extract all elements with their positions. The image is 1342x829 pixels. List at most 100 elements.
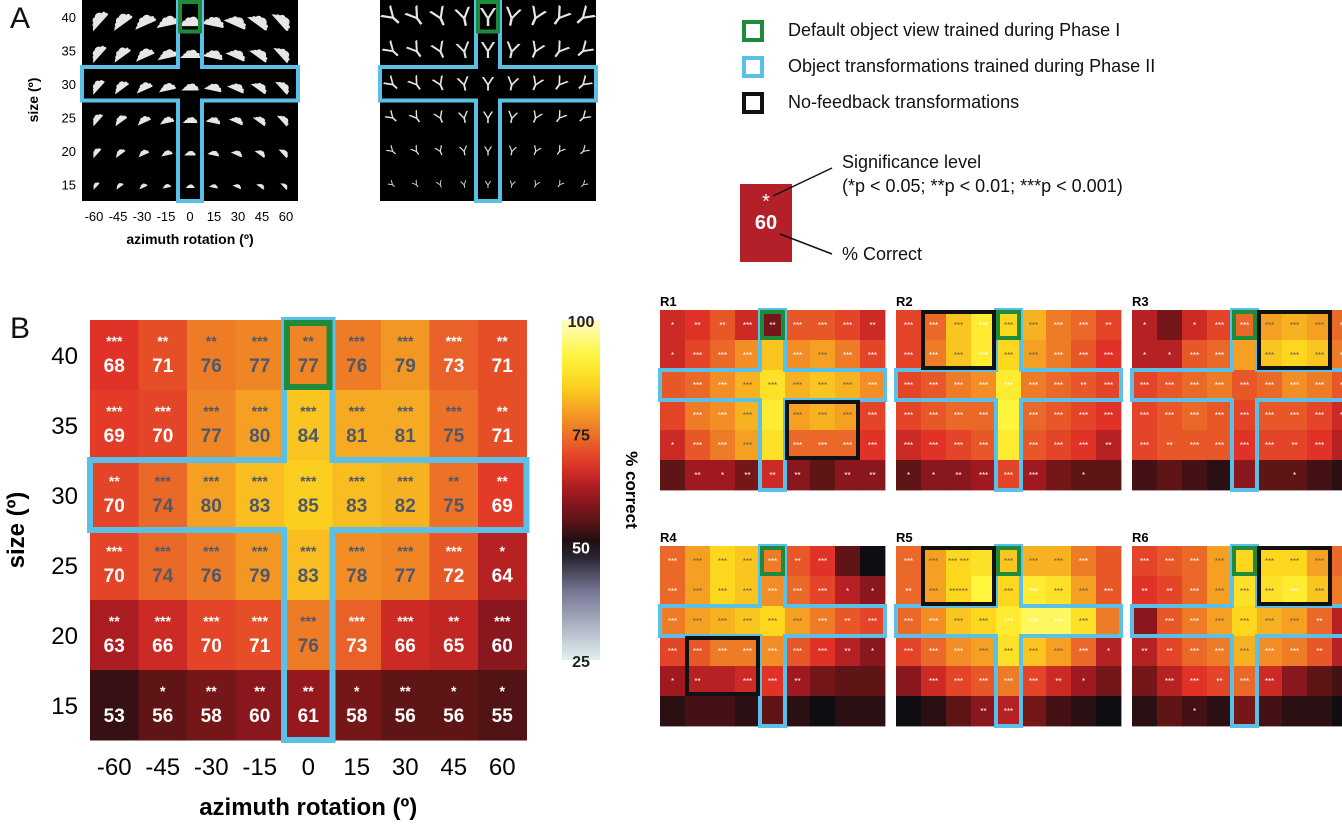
replicate-heatmap-cell xyxy=(1046,370,1072,401)
default-view-outline xyxy=(1232,546,1257,576)
replicate-heatmap-cell xyxy=(810,606,836,637)
replicate-heatmap-cell xyxy=(1071,696,1097,727)
replicate-heatmap-cell xyxy=(1132,606,1158,637)
replicate-cell-stars: *** xyxy=(1190,441,1199,450)
replicate-heatmap-cell xyxy=(946,400,972,431)
replicate-heatmap-cell xyxy=(1282,460,1308,491)
stimulus-object-icon: ☁ xyxy=(180,74,200,96)
replicate-cell-stars: *** xyxy=(1290,411,1299,420)
heatmap-cell xyxy=(332,670,382,741)
replicate-cell-stars: *** xyxy=(1215,321,1224,330)
replicate-cell-stars: *** xyxy=(1004,557,1013,566)
replicate-heatmap-cell xyxy=(971,430,997,461)
replicate-heatmap-cell xyxy=(1157,370,1183,401)
cell-value-label: 84 xyxy=(298,426,320,447)
replicate-heatmap-cell xyxy=(785,310,811,341)
cell-value-label: 71 xyxy=(249,636,271,657)
replicate-cell-stars: *** xyxy=(1054,441,1063,450)
heatmap-cell xyxy=(429,670,479,741)
stimulus-object-icon: Y xyxy=(484,143,493,158)
replicate-cell-stars: *** xyxy=(954,677,963,686)
heatmap-cell xyxy=(478,530,527,601)
replicate-cell-stars: *** xyxy=(743,647,752,656)
replicate-heatmap-cell xyxy=(660,576,686,607)
replicate-heatmap-cell xyxy=(810,400,836,431)
heatmap-cell xyxy=(429,600,479,671)
replicate-heatmap-cell xyxy=(710,636,736,667)
heatmap-cell xyxy=(138,390,188,461)
replicate-heatmap-cell xyxy=(996,576,1022,607)
replicate-heatmap-cell xyxy=(921,606,947,637)
replicate-heatmap-cell xyxy=(685,460,711,491)
replicate-heatmap-cell xyxy=(860,576,886,607)
replicate-heatmap-cell xyxy=(1096,310,1122,341)
stimulus-object-icon: ☁ xyxy=(131,106,153,129)
replicate-cell-stars: ** xyxy=(844,647,850,656)
cell-significance-stars: * xyxy=(451,683,457,699)
replicate-cell-stars: *** xyxy=(1215,411,1224,420)
replicate-heatmap-cell xyxy=(735,370,761,401)
replicate-heatmap-cell xyxy=(1207,400,1233,431)
cell-significance-stars: ** xyxy=(497,333,508,349)
stimulus-object-icon: ☁ xyxy=(152,35,180,65)
replicate-cell-stars: *** xyxy=(793,351,802,360)
replicate-cell-stars: *** xyxy=(1165,617,1174,626)
heatmap-cell xyxy=(138,320,188,391)
heatmap-cell xyxy=(478,460,527,531)
replicate-cell-stars: *** xyxy=(1029,351,1038,360)
replicate-cell-stars: *** xyxy=(1054,381,1063,390)
replicate-heatmap-cell xyxy=(1132,576,1158,607)
cell-significance-stars: *** xyxy=(155,613,172,629)
replicate-cell-stars: *** xyxy=(868,351,877,360)
replicate-cell-stars: *** xyxy=(818,351,827,360)
replicate-cell-stars: *** xyxy=(1079,321,1088,330)
replicate-heatmap-cell xyxy=(785,460,811,491)
replicate-heatmap-cell xyxy=(1157,340,1183,371)
replicate-heatmap-cell xyxy=(1182,370,1208,401)
replicate-heatmap-cell xyxy=(1157,310,1183,341)
cell-significance-stars: *** xyxy=(203,473,220,489)
trained-transformations-outline xyxy=(894,308,1123,492)
replicate-cell-stars: *** xyxy=(743,557,752,566)
replicate-heatmap-cell xyxy=(1157,696,1183,727)
replicate-heatmap-cell xyxy=(896,576,922,607)
heatmap-cell xyxy=(284,670,333,741)
replicate-heatmap-cell xyxy=(1307,460,1333,491)
panel-b-x-tick: 60 xyxy=(489,754,516,781)
replicate-cell-stars: *** *** xyxy=(948,557,969,566)
replicate-cell-stars: ** xyxy=(1141,647,1147,656)
replicate-heatmap-cell xyxy=(1257,636,1283,667)
trained-transformations-outline xyxy=(894,544,1123,728)
replicate-cell-stars: *** xyxy=(843,441,852,450)
replicate-heatmap-cell xyxy=(1307,400,1333,431)
replicate-heatmap-cell xyxy=(1182,666,1208,697)
replicate-cell-stars: ** xyxy=(869,321,875,330)
replicate-heatmap-cell xyxy=(921,310,947,341)
replicate-heatmap-cell xyxy=(860,606,886,637)
replicate-heatmap-cell xyxy=(710,666,736,697)
panel-b-x-tick: 0 xyxy=(302,754,315,781)
replicate-cell-stars: *** xyxy=(1240,647,1249,656)
replicate-cell-stars: *** xyxy=(979,617,988,626)
cell-value-label: 77 xyxy=(298,356,319,377)
replicate-heatmap-cell xyxy=(810,666,836,697)
replicate-heatmap-cell xyxy=(810,430,836,461)
cell-significance-stars: *** xyxy=(446,403,463,419)
cell-value-label: 79 xyxy=(249,566,270,587)
heatmap-cell xyxy=(235,600,285,671)
replicate-cell-stars: *** xyxy=(718,587,727,596)
replicate-heatmap-cell xyxy=(1157,606,1183,637)
cell-value-label: 56 xyxy=(395,706,416,727)
cell-significance-stars: *** xyxy=(155,403,172,419)
heatmap-cell xyxy=(429,390,479,461)
heatmap-cell xyxy=(478,320,527,391)
replicate-cell-stars: *** xyxy=(718,381,727,390)
trained-transformations-outline xyxy=(87,317,530,743)
cell-value-label: 77 xyxy=(395,566,416,587)
replicate-cell-stars: *** xyxy=(843,381,852,390)
replicate-cell-stars: *** xyxy=(929,557,938,566)
replicate-cell-stars: * xyxy=(932,471,935,480)
replicate-heatmap-cell xyxy=(1071,400,1097,431)
replicate-cell-stars: *** xyxy=(1215,351,1224,360)
replicate-heatmap-cell xyxy=(710,310,736,341)
